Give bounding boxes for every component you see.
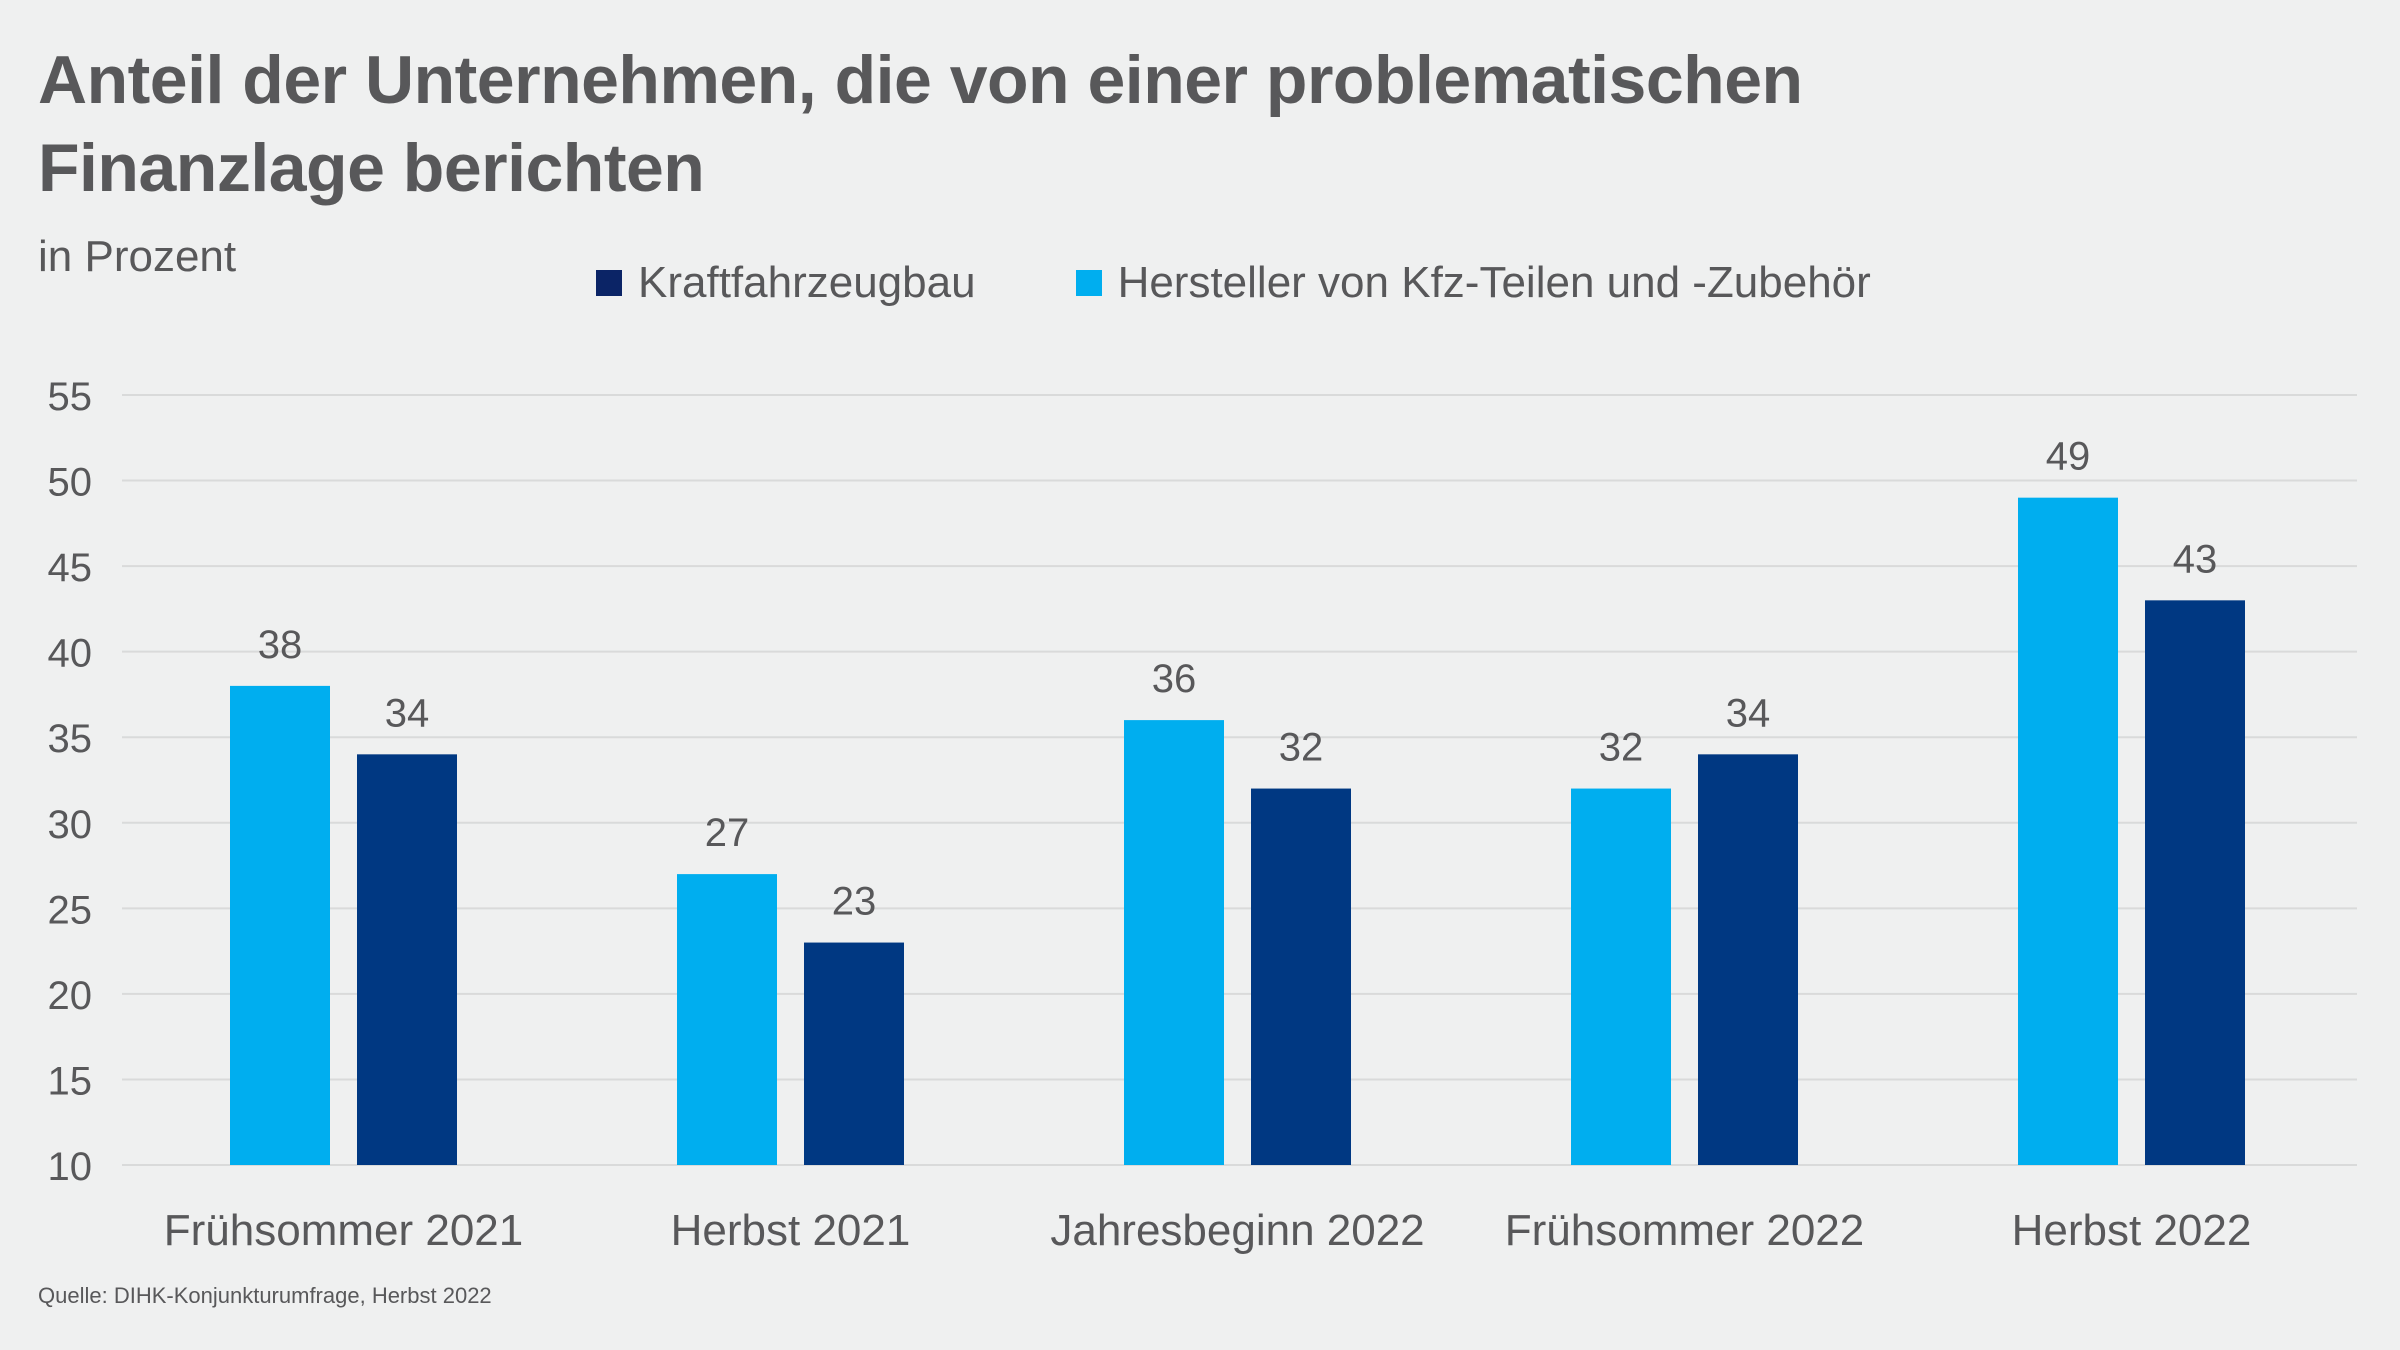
chart-subtitle: in Prozent xyxy=(38,232,237,281)
data-label: 36 xyxy=(1152,657,1197,701)
legend-item-hersteller: Hersteller von Kfz-Teilen und -Zubehör xyxy=(1075,258,1871,308)
data-label: 43 xyxy=(2173,537,2218,581)
chart-title: Anteil der Unternehmen, die von einer pr… xyxy=(38,36,2038,212)
legend: Kraftfahrzeugbau Hersteller von Kfz-Teil… xyxy=(596,258,1971,308)
x-tick-label: Frühsommer 2022 xyxy=(1505,1206,1864,1255)
data-label: 23 xyxy=(832,880,877,924)
legend-swatch-kraftfahrzeugbau xyxy=(596,270,622,296)
bar xyxy=(2018,497,2118,1166)
y-tick-label: 10 xyxy=(48,1145,93,1189)
legend-item-kraftfahrzeugbau: Kraftfahrzeugbau xyxy=(596,258,976,308)
x-tick-label: Frühsommer 2021 xyxy=(164,1206,523,1255)
data-label: 38 xyxy=(258,623,303,667)
bar xyxy=(1571,788,1671,1165)
x-tick-label: Herbst 2022 xyxy=(2012,1206,2252,1255)
bar xyxy=(677,874,777,1165)
bar xyxy=(1698,754,1798,1165)
y-tick-label: 55 xyxy=(48,375,93,419)
data-label: 27 xyxy=(705,811,750,855)
y-tick-label: 25 xyxy=(48,888,93,932)
y-tick-label: 50 xyxy=(48,461,93,505)
source-note: Quelle: DIHK-Konjunkturumfrage, Herbst 2… xyxy=(38,1283,492,1308)
chart-title-line-2: Finanzlage berichten xyxy=(38,130,705,206)
x-tick-label: Herbst 2021 xyxy=(671,1206,911,1255)
data-label: 34 xyxy=(1726,691,1771,735)
bar xyxy=(804,942,904,1165)
y-tick-label: 15 xyxy=(48,1059,93,1103)
bar xyxy=(357,754,457,1165)
y-tick-label: 45 xyxy=(48,546,93,590)
data-label: 49 xyxy=(2046,435,2091,479)
bar xyxy=(2145,600,2245,1165)
y-tick-label: 35 xyxy=(48,717,93,761)
x-tick-label: Jahresbeginn 2022 xyxy=(1050,1206,1424,1255)
y-tick-label: 40 xyxy=(48,632,93,676)
data-label: 34 xyxy=(385,691,430,735)
legend-label-kraftfahrzeugbau: Kraftfahrzeugbau xyxy=(638,258,976,307)
y-tick-label: 20 xyxy=(48,974,93,1018)
bar xyxy=(1124,720,1224,1165)
data-label: 32 xyxy=(1279,726,1324,770)
bar xyxy=(230,685,330,1165)
chart-title-line-1: Anteil der Unternehmen, die von einer pr… xyxy=(38,42,1803,118)
legend-swatch-hersteller xyxy=(1075,270,1102,296)
y-tick-label: 30 xyxy=(48,803,93,847)
data-label: 32 xyxy=(1599,726,1644,770)
bar xyxy=(1251,788,1351,1165)
legend-label-hersteller: Hersteller von Kfz-Teilen und -Zubehör xyxy=(1117,258,1871,307)
